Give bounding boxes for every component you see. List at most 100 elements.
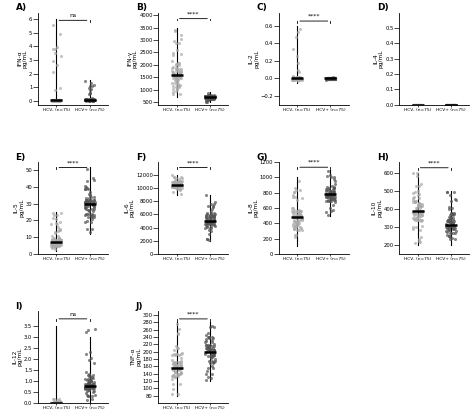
Point bbox=[296, 76, 304, 83]
Point bbox=[57, 239, 64, 246]
Point bbox=[413, 101, 420, 108]
Point bbox=[411, 198, 419, 205]
Point bbox=[52, 240, 60, 247]
Point bbox=[49, 396, 56, 403]
Point bbox=[443, 224, 450, 231]
Point bbox=[414, 101, 422, 108]
Point bbox=[54, 97, 62, 104]
Point bbox=[444, 101, 451, 108]
Point bbox=[57, 31, 64, 38]
Point bbox=[86, 373, 93, 380]
Point bbox=[205, 352, 212, 359]
Point bbox=[328, 75, 335, 82]
Point bbox=[412, 101, 419, 108]
Point bbox=[203, 346, 211, 352]
Point bbox=[56, 399, 64, 406]
Point bbox=[171, 368, 178, 375]
Point bbox=[452, 101, 459, 108]
Point bbox=[56, 219, 64, 226]
Point bbox=[331, 76, 338, 82]
Point bbox=[91, 203, 98, 210]
Point bbox=[415, 211, 423, 218]
Point bbox=[204, 342, 211, 349]
Point bbox=[409, 101, 416, 108]
Point bbox=[50, 236, 57, 242]
Point bbox=[83, 385, 91, 391]
Point bbox=[417, 101, 425, 108]
Point bbox=[55, 235, 63, 242]
Point bbox=[84, 384, 91, 391]
Point bbox=[331, 199, 338, 206]
Point bbox=[331, 76, 338, 82]
Point bbox=[409, 170, 417, 177]
Point bbox=[210, 350, 218, 357]
Point bbox=[325, 75, 332, 81]
Point bbox=[82, 97, 90, 104]
Point bbox=[177, 360, 185, 367]
Point bbox=[170, 37, 178, 44]
Point bbox=[210, 92, 217, 99]
Point bbox=[174, 178, 182, 185]
Point bbox=[171, 77, 179, 84]
Point bbox=[54, 399, 61, 406]
Point bbox=[173, 79, 181, 85]
Y-axis label: IFN-α
pg/mL: IFN-α pg/mL bbox=[17, 50, 27, 68]
Point bbox=[51, 97, 58, 104]
Point bbox=[449, 101, 456, 108]
Point bbox=[207, 227, 215, 234]
Point bbox=[328, 193, 335, 200]
Point bbox=[209, 371, 216, 378]
Point bbox=[323, 183, 330, 190]
Point bbox=[173, 343, 180, 350]
Point bbox=[170, 385, 177, 392]
Point bbox=[174, 365, 182, 372]
Point bbox=[297, 213, 304, 220]
Point bbox=[205, 203, 212, 210]
Point bbox=[54, 62, 61, 69]
Point bbox=[324, 74, 332, 81]
Point bbox=[331, 74, 339, 81]
Point bbox=[210, 217, 218, 224]
Point bbox=[203, 95, 211, 102]
Point bbox=[176, 381, 183, 387]
Point bbox=[210, 347, 218, 354]
Point bbox=[413, 101, 421, 108]
Point bbox=[411, 101, 419, 108]
Point bbox=[48, 236, 55, 243]
Point bbox=[443, 228, 450, 234]
Point bbox=[325, 75, 332, 81]
Point bbox=[171, 346, 178, 353]
Point bbox=[205, 344, 212, 351]
Point bbox=[81, 77, 89, 84]
Point bbox=[327, 75, 334, 82]
Point bbox=[175, 181, 183, 188]
Point bbox=[49, 399, 57, 406]
Point bbox=[415, 101, 423, 108]
Point bbox=[54, 233, 62, 240]
Point bbox=[172, 359, 180, 365]
Point bbox=[205, 93, 212, 100]
Point bbox=[325, 189, 333, 195]
Point bbox=[210, 94, 218, 101]
Point bbox=[417, 217, 424, 224]
Point bbox=[416, 194, 423, 201]
Point bbox=[296, 211, 304, 218]
Point bbox=[451, 101, 458, 108]
Point bbox=[292, 74, 300, 81]
Point bbox=[330, 75, 337, 81]
Point bbox=[326, 189, 334, 196]
Point bbox=[289, 194, 296, 201]
Point bbox=[326, 197, 334, 204]
Point bbox=[324, 75, 331, 82]
Point bbox=[89, 97, 97, 104]
Point bbox=[211, 93, 219, 100]
Point bbox=[204, 95, 211, 102]
Point bbox=[410, 194, 418, 201]
Point bbox=[52, 50, 59, 57]
Point bbox=[49, 399, 57, 406]
Point bbox=[55, 240, 63, 247]
Point bbox=[173, 186, 181, 192]
Point bbox=[56, 399, 64, 406]
Point bbox=[81, 384, 89, 391]
Point bbox=[295, 211, 302, 218]
